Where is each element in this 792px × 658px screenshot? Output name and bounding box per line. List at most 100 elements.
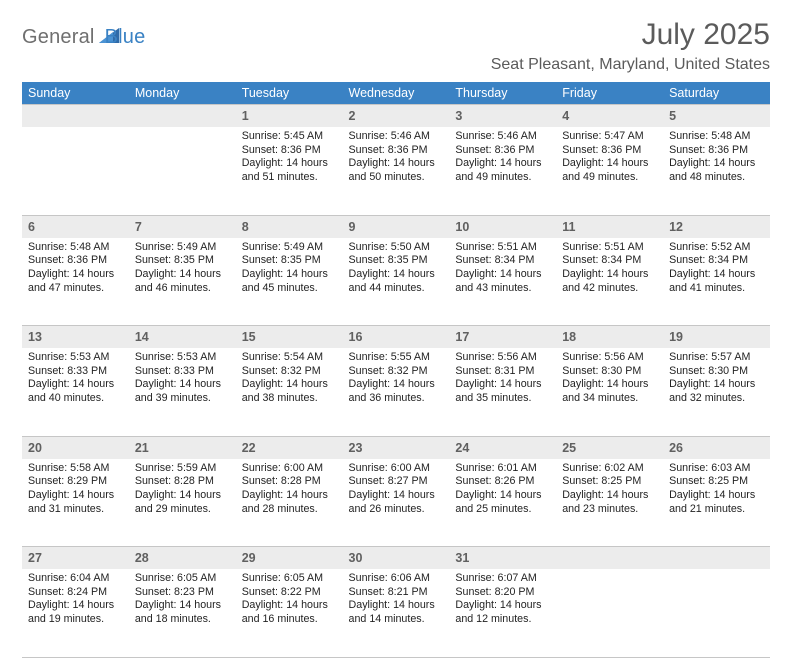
daynum-cell: 3 [449, 105, 556, 128]
daynum-row: 6789101112 [22, 215, 770, 238]
daylight-text: and 32 minutes. [669, 392, 764, 406]
daynum-cell: 25 [556, 436, 663, 459]
sunset-text: Sunset: 8:31 PM [455, 365, 550, 379]
daylight-text: and 25 minutes. [455, 503, 550, 517]
day-details: Sunrise: 5:46 AMSunset: 8:36 PMDaylight:… [343, 127, 450, 189]
week-row: Sunrise: 5:58 AMSunset: 8:29 PMDaylight:… [22, 459, 770, 547]
logo-text-1: General [22, 26, 95, 49]
day-details: Sunrise: 5:51 AMSunset: 8:34 PMDaylight:… [449, 238, 556, 300]
sunrise-text: Sunrise: 6:03 AM [669, 462, 764, 476]
day-number: 10 [455, 220, 469, 234]
day-details: Sunrise: 5:45 AMSunset: 8:36 PMDaylight:… [236, 127, 343, 189]
day-cell: Sunrise: 5:49 AMSunset: 8:35 PMDaylight:… [236, 238, 343, 326]
daynum-cell: 22 [236, 436, 343, 459]
month-title: July 2025 [491, 18, 770, 52]
week-row: Sunrise: 5:53 AMSunset: 8:33 PMDaylight:… [22, 348, 770, 436]
sunrise-text: Sunrise: 5:49 AM [135, 241, 230, 255]
daylight-text: Daylight: 14 hours [455, 378, 550, 392]
col-friday: Friday [556, 82, 663, 105]
daynum-row: 12345 [22, 105, 770, 128]
day-number: 3 [455, 109, 462, 123]
day-number: 5 [669, 109, 676, 123]
day-cell: Sunrise: 6:06 AMSunset: 8:21 PMDaylight:… [343, 569, 450, 657]
day-number: 19 [669, 330, 683, 344]
daylight-text: and 51 minutes. [242, 171, 337, 185]
day-cell: Sunrise: 5:53 AMSunset: 8:33 PMDaylight:… [22, 348, 129, 436]
daylight-text: and 31 minutes. [28, 503, 123, 517]
daylight-text: Daylight: 14 hours [669, 378, 764, 392]
daynum-cell: 31 [449, 547, 556, 570]
day-number: 26 [669, 441, 683, 455]
day-cell: Sunrise: 6:04 AMSunset: 8:24 PMDaylight:… [22, 569, 129, 657]
daylight-text: Daylight: 14 hours [135, 378, 230, 392]
day-cell: Sunrise: 6:00 AMSunset: 8:28 PMDaylight:… [236, 459, 343, 547]
day-cell: Sunrise: 5:56 AMSunset: 8:30 PMDaylight:… [556, 348, 663, 436]
daynum-cell: 30 [343, 547, 450, 570]
daynum-cell [129, 105, 236, 128]
logo: General Blue [22, 18, 145, 49]
sunset-text: Sunset: 8:35 PM [349, 254, 444, 268]
sunset-text: Sunset: 8:36 PM [349, 144, 444, 158]
daylight-text: Daylight: 14 hours [455, 268, 550, 282]
daylight-text: Daylight: 14 hours [135, 268, 230, 282]
sunrise-text: Sunrise: 6:00 AM [349, 462, 444, 476]
sunrise-text: Sunrise: 6:07 AM [455, 572, 550, 586]
daynum-cell: 16 [343, 326, 450, 349]
sunset-text: Sunset: 8:34 PM [562, 254, 657, 268]
daynum-cell: 29 [236, 547, 343, 570]
day-cell: Sunrise: 6:05 AMSunset: 8:22 PMDaylight:… [236, 569, 343, 657]
daynum-cell [556, 547, 663, 570]
daylight-text: and 42 minutes. [562, 282, 657, 296]
daylight-text: and 46 minutes. [135, 282, 230, 296]
week-row: Sunrise: 5:45 AMSunset: 8:36 PMDaylight:… [22, 127, 770, 215]
daylight-text: Daylight: 14 hours [135, 489, 230, 503]
day-details: Sunrise: 5:58 AMSunset: 8:29 PMDaylight:… [22, 459, 129, 521]
day-number: 22 [242, 441, 256, 455]
daynum-cell: 1 [236, 105, 343, 128]
day-number: 29 [242, 551, 256, 565]
daylight-text: and 29 minutes. [135, 503, 230, 517]
day-details: Sunrise: 6:00 AMSunset: 8:27 PMDaylight:… [343, 459, 450, 521]
day-number: 25 [562, 441, 576, 455]
day-number: 6 [28, 220, 35, 234]
day-number: 17 [455, 330, 469, 344]
daylight-text: Daylight: 14 hours [562, 157, 657, 171]
col-wednesday: Wednesday [343, 82, 450, 105]
day-cell: Sunrise: 5:58 AMSunset: 8:29 PMDaylight:… [22, 459, 129, 547]
sunrise-text: Sunrise: 6:05 AM [135, 572, 230, 586]
day-cell: Sunrise: 5:55 AMSunset: 8:32 PMDaylight:… [343, 348, 450, 436]
sunrise-text: Sunrise: 5:56 AM [455, 351, 550, 365]
daylight-text: and 50 minutes. [349, 171, 444, 185]
day-cell [663, 569, 770, 657]
day-cell: Sunrise: 6:00 AMSunset: 8:27 PMDaylight:… [343, 459, 450, 547]
daylight-text: Daylight: 14 hours [242, 378, 337, 392]
day-details: Sunrise: 5:53 AMSunset: 8:33 PMDaylight:… [129, 348, 236, 410]
day-number: 14 [135, 330, 149, 344]
sunrise-text: Sunrise: 6:01 AM [455, 462, 550, 476]
sunset-text: Sunset: 8:24 PM [28, 586, 123, 600]
sunset-text: Sunset: 8:30 PM [669, 365, 764, 379]
daylight-text: and 43 minutes. [455, 282, 550, 296]
day-cell [129, 127, 236, 215]
daynum-cell: 10 [449, 215, 556, 238]
sunrise-text: Sunrise: 6:06 AM [349, 572, 444, 586]
daylight-text: Daylight: 14 hours [562, 378, 657, 392]
daynum-cell: 12 [663, 215, 770, 238]
daylight-text: and 39 minutes. [135, 392, 230, 406]
daynum-cell: 19 [663, 326, 770, 349]
daynum-cell: 13 [22, 326, 129, 349]
day-cell: Sunrise: 5:50 AMSunset: 8:35 PMDaylight:… [343, 238, 450, 326]
day-details: Sunrise: 5:59 AMSunset: 8:28 PMDaylight:… [129, 459, 236, 521]
daylight-text: Daylight: 14 hours [242, 599, 337, 613]
day-number: 20 [28, 441, 42, 455]
day-cell: Sunrise: 5:45 AMSunset: 8:36 PMDaylight:… [236, 127, 343, 215]
sunset-text: Sunset: 8:26 PM [455, 475, 550, 489]
sunrise-text: Sunrise: 5:47 AM [562, 130, 657, 144]
daynum-cell: 23 [343, 436, 450, 459]
day-details: Sunrise: 5:49 AMSunset: 8:35 PMDaylight:… [236, 238, 343, 300]
day-number: 21 [135, 441, 149, 455]
sunset-text: Sunset: 8:25 PM [669, 475, 764, 489]
daynum-cell: 18 [556, 326, 663, 349]
daylight-text: and 38 minutes. [242, 392, 337, 406]
day-number: 2 [349, 109, 356, 123]
